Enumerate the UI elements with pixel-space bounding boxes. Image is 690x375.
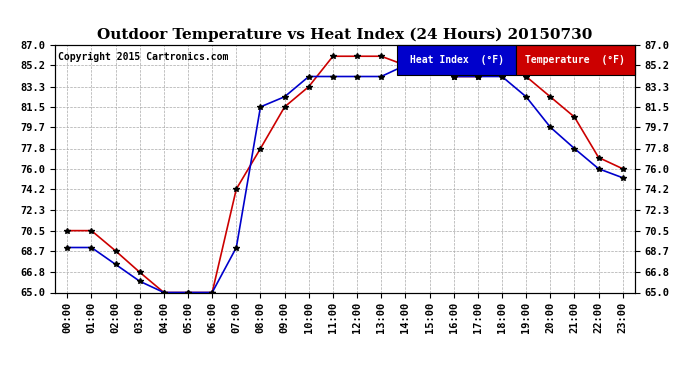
FancyBboxPatch shape — [397, 45, 516, 75]
Text: Copyright 2015 Cartronics.com: Copyright 2015 Cartronics.com — [58, 53, 228, 63]
Text: Heat Index  (°F): Heat Index (°F) — [410, 55, 504, 65]
Text: Temperature  (°F): Temperature (°F) — [526, 55, 625, 65]
FancyBboxPatch shape — [516, 45, 635, 75]
Title: Outdoor Temperature vs Heat Index (24 Hours) 20150730: Outdoor Temperature vs Heat Index (24 Ho… — [97, 28, 593, 42]
